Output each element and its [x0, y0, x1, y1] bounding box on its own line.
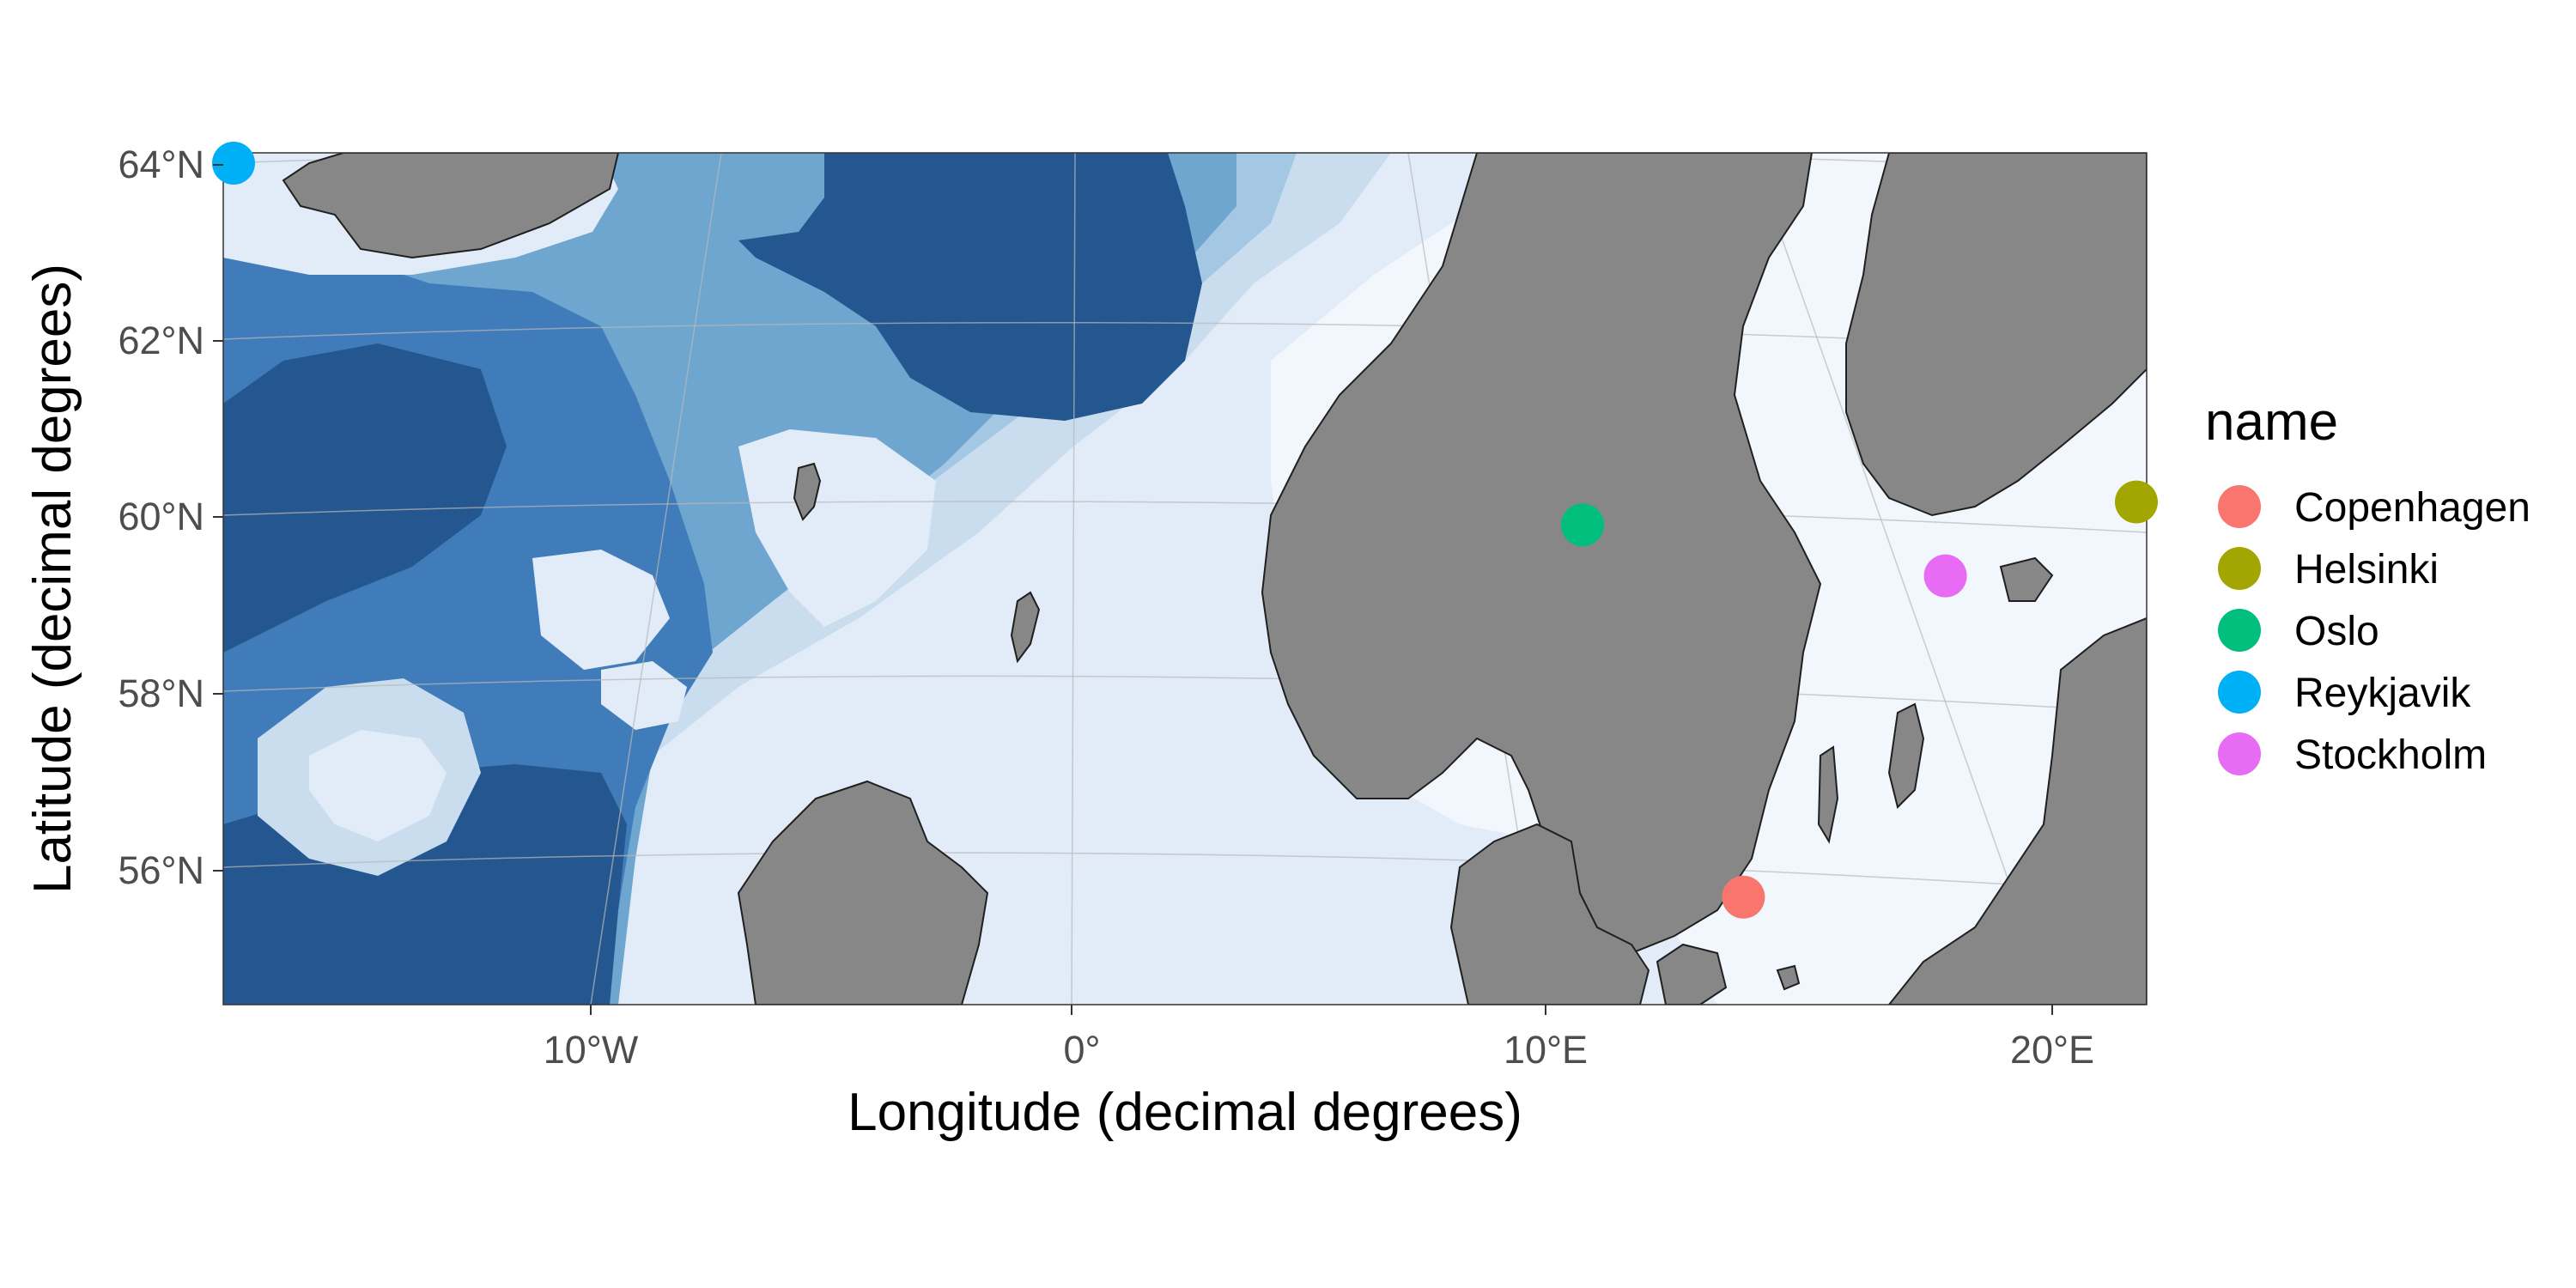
- graticule-lat-58: [223, 675, 2147, 714]
- y-tick-label-60: 60°N: [118, 495, 204, 538]
- map-panel-border: [222, 152, 2148, 1005]
- graticule-lon-20e: [1751, 153, 2053, 1005]
- land-bornholm: [1776, 964, 1801, 991]
- city-point-copenhagen: [1722, 875, 1765, 919]
- land-saaremaa: [1999, 556, 2054, 602]
- legend-label-oslo: Oslo: [2294, 609, 2379, 654]
- plateau-islands: [532, 550, 670, 670]
- legend-key-oslo: [2218, 609, 2261, 652]
- city-markers: [212, 142, 2158, 919]
- legend-key-reykjavik: [2218, 671, 2261, 714]
- land-finland: [1845, 153, 2147, 517]
- graticule-lon-10w: [590, 153, 722, 1005]
- plateau-faroe: [738, 429, 936, 627]
- legend: name Copenhagen Helsinki Oslo Reykjavik Stoc…: [2205, 392, 2530, 778]
- map-panel: [223, 153, 2147, 1005]
- legend-label-helsinki: Helsinki: [2294, 547, 2439, 592]
- land-zealand: [1656, 943, 1728, 1005]
- graticule-lat-56: [223, 852, 2147, 894]
- legend-label-stockholm: Stockholm: [2294, 732, 2487, 778]
- y-axis: 64°N 62°N 60°N 58°N 56°N: [118, 143, 223, 892]
- land-shetland: [1010, 591, 1041, 664]
- x-tick-label-10w: 10°W: [544, 1028, 639, 1072]
- graticule-lat-60: [223, 501, 2147, 533]
- x-tick-label-10e: 10°E: [1504, 1028, 1588, 1072]
- y-tick-label-58: 58°N: [118, 671, 204, 715]
- x-axis: 10°W 0° 10°E 20°E: [544, 1005, 2094, 1072]
- x-tick-label-20e: 20°E: [2010, 1028, 2094, 1072]
- depth-band-norwegian-basin: [738, 153, 1202, 421]
- x-tick-label-0: 0°: [1063, 1028, 1100, 1072]
- legend-key-stockholm: [2218, 732, 2261, 775]
- legend-items: Copenhagen Helsinki Oslo Reykjavik Stockholm: [2218, 485, 2530, 778]
- city-point-reykjavik: [212, 142, 255, 185]
- land-baltic-states: [1887, 617, 2147, 1005]
- legend-title: name: [2205, 392, 2338, 452]
- city-point-stockholm: [1923, 554, 1967, 598]
- plateau-rockall-inner: [309, 730, 447, 841]
- city-point-oslo: [1561, 503, 1605, 547]
- land-gotland: [1887, 702, 1925, 809]
- y-tick-label-62: 62°N: [118, 319, 204, 362]
- city-point-helsinki: [2115, 480, 2158, 524]
- legend-label-reykjavik: Reykjavik: [2294, 671, 2471, 716]
- y-tick-label-64: 64°N: [118, 143, 204, 186]
- land-faroe: [793, 462, 822, 521]
- depth-band-6: [223, 343, 507, 653]
- land-scotland: [737, 780, 989, 1005]
- graticule-lon-0: [1071, 153, 1076, 1005]
- land-oland: [1817, 745, 1839, 844]
- legend-key-copenhagen: [2218, 485, 2261, 528]
- land-iceland: [282, 153, 620, 259]
- y-tick-label-56: 56°N: [118, 848, 204, 892]
- y-axis-title: Latitude (decimal degrees): [23, 264, 82, 894]
- x-axis-title: Longitude (decimal degrees): [848, 1083, 1522, 1142]
- legend-label-copenhagen: Copenhagen: [2294, 485, 2530, 531]
- land-denmark: [1449, 823, 1650, 1005]
- legend-key-helsinki: [2218, 547, 2261, 590]
